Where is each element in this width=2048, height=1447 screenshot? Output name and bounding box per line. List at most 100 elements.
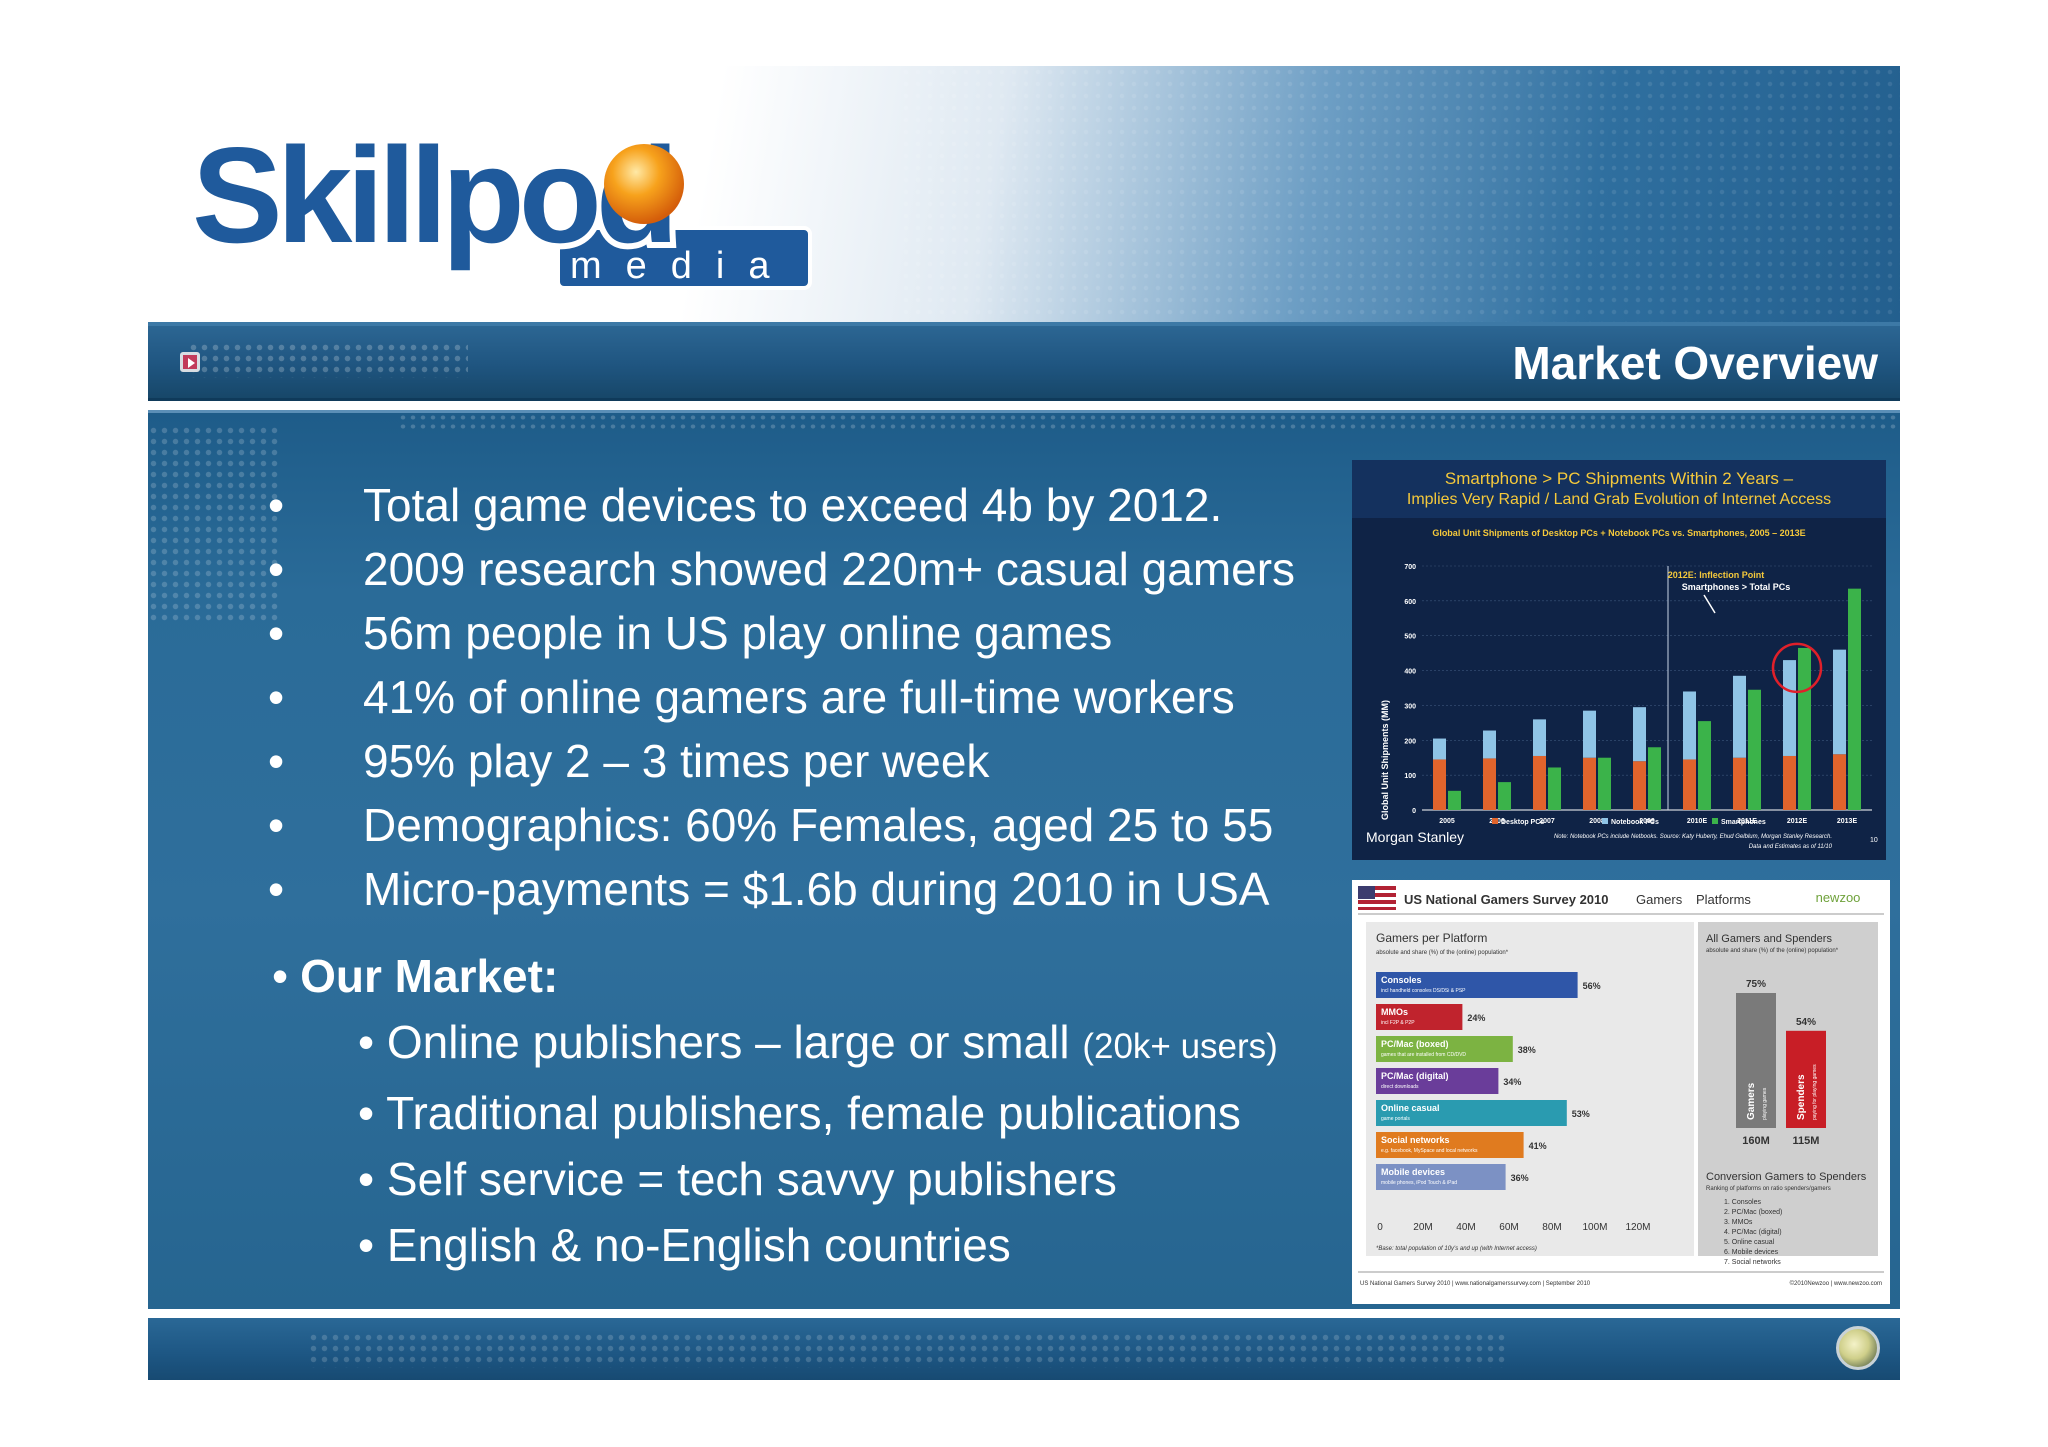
- bullet-icon: •: [268, 735, 285, 787]
- footer-bar: [148, 1318, 1900, 1380]
- bullet-item: • 95% play 2 – 3 times per week: [268, 729, 1295, 793]
- chart1-legend-swatch: [1602, 818, 1608, 824]
- market-item: • Self service = tech savvy publishers: [358, 1146, 1278, 1212]
- skillpod-logo: Skillpod media: [186, 113, 812, 290]
- our-market-heading: • Our Market:: [272, 949, 558, 1003]
- chart2-bar: [1376, 1132, 1524, 1158]
- chart1-ytick-label: 300: [1404, 703, 1416, 710]
- footer-dot-pattern: [308, 1332, 1508, 1368]
- chart1-ytick-label: 100: [1404, 773, 1416, 780]
- side-panel-pct: 54%: [1796, 1017, 1816, 1028]
- chart2-xtick-label: 20M: [1413, 1222, 1432, 1233]
- chart1-bar-desktop: [1833, 754, 1846, 810]
- chart2-bar: [1376, 1036, 1513, 1062]
- chart1-bar-smartphone: [1848, 588, 1861, 810]
- chart1-annotation-line1: 2012E: Inflection Point: [1668, 570, 1765, 580]
- chart1-ytick-label: 400: [1404, 669, 1416, 676]
- bullet-item: • Demographics: 60% Females, aged 25 to 5…: [268, 793, 1295, 857]
- bullet-text: Total game devices to exceed 4b by 2012.: [363, 479, 1223, 531]
- chart1-bar-notebook: [1733, 675, 1746, 758]
- chart2-footer-left: US National Gamers Survey 2010 | www.nat…: [1360, 1281, 1591, 1287]
- chart1-bar-desktop: [1583, 757, 1596, 810]
- chart1-xtick-label: 2008: [1589, 818, 1605, 825]
- chart1-bar-desktop: [1483, 758, 1496, 810]
- side-panel-bar-sub: paying for playing games: [1812, 1064, 1818, 1120]
- side-panel-abs: 160M: [1742, 1135, 1770, 1147]
- logo-media-plate: [556, 226, 812, 290]
- chart1-xtick-label: 2005: [1439, 818, 1455, 825]
- slide-title: Market Overview: [1512, 337, 1878, 389]
- header-dot-pattern: [900, 66, 1900, 326]
- chart1-bar-notebook: [1783, 660, 1796, 756]
- chart1-legend-swatch: [1492, 818, 1498, 824]
- chart2-value-label: 56%: [1583, 981, 1601, 991]
- gamers-survey-chart: US National Gamers Survey 2010 Gamers Pl…: [1352, 880, 1890, 1304]
- bullet-text: 56m people in US play online games: [363, 607, 1113, 659]
- chart1-bar-notebook: [1633, 707, 1646, 762]
- chart2-footnote: *Base: total population of 10y's and up …: [1376, 1246, 1537, 1252]
- bullet-item: • Total game devices to exceed 4b by 2012…: [268, 473, 1295, 537]
- chart2-bar-label: Social networks: [1381, 1135, 1450, 1145]
- bullet-list: • Total game devices to exceed 4b by 2012…: [268, 473, 1295, 921]
- newzoo-logo: newzoo: [1816, 890, 1861, 905]
- chart2-bar-label: Consoles: [1381, 975, 1422, 985]
- conversion-rank-item: 7. Social networks: [1724, 1259, 1781, 1266]
- bullet-icon: •: [358, 1219, 375, 1271]
- chart1-ytick-label: 0: [1412, 808, 1416, 815]
- chart1-bar-smartphone: [1498, 782, 1511, 810]
- chart2-xtick-label: 80M: [1542, 1222, 1561, 1233]
- chart2-xtick-label: 120M: [1625, 1222, 1650, 1233]
- logo-ball-icon: [604, 144, 684, 224]
- chart2-bar-label: Mobile devices: [1381, 1167, 1445, 1177]
- bullet-text: 41% of online gamers are full-time worke…: [363, 671, 1235, 723]
- conversion-rank-item: 4. PC/Mac (digital): [1724, 1229, 1782, 1236]
- chart2-xtick-label: 100M: [1582, 1222, 1607, 1233]
- market-item: • Traditional publishers, female publica…: [358, 1080, 1278, 1146]
- chart1-bar-desktop: [1633, 761, 1646, 810]
- bullet-text: 2009 research showed 220m+ casual gamers: [363, 543, 1296, 595]
- chart1-ytick-label: 600: [1404, 599, 1416, 606]
- chart1-bar-smartphone: [1698, 721, 1711, 810]
- chart1-bar-notebook: [1833, 649, 1846, 755]
- chart2-bar-label: Online casual: [1381, 1103, 1440, 1113]
- chart2-header: US National Gamers Survey 2010: [1404, 892, 1609, 907]
- conversion-rank-item: 3. MMOs: [1724, 1219, 1753, 1226]
- chart1-bar-desktop: [1533, 755, 1546, 810]
- chart2-bar: [1376, 1164, 1506, 1190]
- chart2-bar: [1376, 1100, 1567, 1126]
- chart1-ytick-label: 500: [1404, 634, 1416, 641]
- logo-brand-text: Skillpod: [192, 119, 673, 271]
- bullet-icon: •: [268, 863, 285, 915]
- chart1-xtick-label: 2009: [1639, 818, 1655, 825]
- bullet-text: 95% play 2 – 3 times per week: [363, 735, 990, 787]
- bullet-item: • 41% of online gamers are full-time work…: [268, 665, 1295, 729]
- market-item-text: Online publishers – large or small: [386, 1016, 1083, 1068]
- chart2-xtick-label: 40M: [1456, 1222, 1475, 1233]
- chart2-value-label: 53%: [1572, 1109, 1590, 1119]
- chart1-subtitle: Implies Very Rapid / Land Grab Evolution…: [1407, 491, 1831, 508]
- chart2-value-label: 41%: [1529, 1141, 1547, 1151]
- market-item-text: English & no-English countries: [386, 1219, 1011, 1271]
- bullet-item: • Micro-payments = $1.6b during 2010 in U…: [268, 857, 1295, 921]
- chart1-bar-smartphone: [1798, 647, 1811, 810]
- title-bar-dots: [188, 342, 468, 378]
- shipments-chart: Smartphone > PC Shipments Within 2 Years…: [1352, 460, 1886, 860]
- chart1-ytick-label: 200: [1404, 738, 1416, 745]
- chart2-footer-right: ©2010Newzoo | www.newzoo.com: [1790, 1280, 1882, 1287]
- bullet-icon: •: [268, 607, 285, 659]
- side-panel-subtitle: absolute and share (%) of the (online) p…: [1706, 948, 1839, 954]
- chart2-bar-label: MMOs: [1381, 1007, 1408, 1017]
- conversion-rank-item: 1. Consoles: [1724, 1199, 1761, 1206]
- side-panel-title: All Gamers and Spenders: [1706, 933, 1832, 945]
- chart2-header-tab-platforms: Platforms: [1696, 892, 1751, 907]
- chart2-bar-note: e.g. facebook, MySpace and local network…: [1381, 1148, 1478, 1154]
- chart2-bar-label: PC/Mac (digital): [1381, 1071, 1449, 1081]
- chart1-note: Note: Notebook PCs include Netbooks. Sou…: [1554, 834, 1832, 840]
- chart1-title: Smartphone > PC Shipments Within 2 Years…: [1445, 469, 1794, 488]
- chart1-page: 10: [1870, 837, 1878, 844]
- chart1-xtick-label: 2013E: [1837, 818, 1858, 825]
- chart1-title-band: [1352, 460, 1886, 518]
- market-item: • Online publishers – large or small (20…: [358, 1009, 1278, 1080]
- chart1-annotation-line2: Smartphones > Total PCs: [1682, 582, 1791, 592]
- chart1-xtick-label: 2012E: [1787, 818, 1808, 825]
